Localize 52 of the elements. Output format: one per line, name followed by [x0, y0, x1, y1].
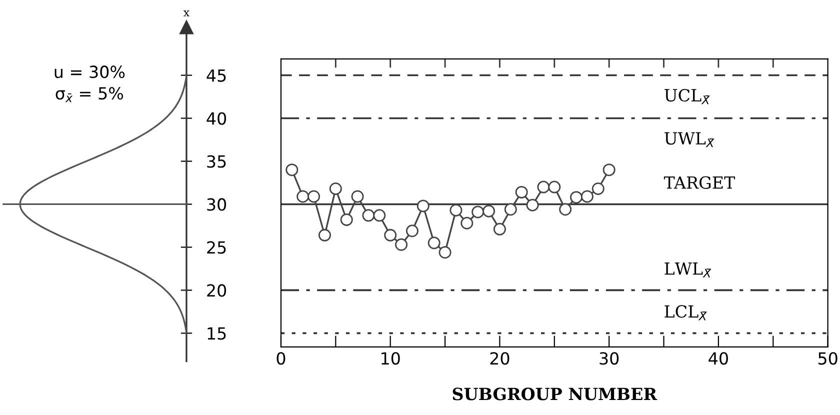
point [362, 209, 375, 222]
point [406, 224, 418, 238]
x-axis-title: SUBGROUP NUMBER [452, 388, 658, 400]
point [548, 180, 561, 194]
ref-line-label: LCL$_{X̄}$ [664, 305, 708, 320]
x-tick-label: 10 [382, 352, 400, 365]
point [515, 186, 528, 198]
point [580, 190, 594, 203]
text: σ$_{x̄}$ = 5% [56, 87, 124, 102]
point [559, 203, 572, 216]
x-tick-label: 30 [600, 352, 619, 365]
text: u = 30% [54, 66, 125, 78]
point [373, 209, 386, 222]
x-tick-label: 50 [818, 352, 838, 365]
x-tick-label: 0 [276, 352, 286, 365]
y-tick-label: 45 [206, 69, 226, 82]
point [340, 213, 353, 226]
point [537, 180, 550, 194]
point [416, 200, 430, 212]
ref-line-label: LWL$_{X̄}$ [664, 262, 712, 278]
point [384, 228, 397, 242]
point [351, 190, 364, 203]
point [460, 216, 474, 230]
point [482, 204, 496, 218]
y-tick-label: 35 [207, 155, 226, 168]
point [308, 190, 320, 203]
point [428, 236, 440, 250]
point [329, 182, 342, 195]
y-tick-label: 15 [208, 327, 226, 340]
point [493, 222, 506, 236]
y-tick-label: 40 [206, 112, 226, 125]
point [318, 228, 331, 242]
point [472, 206, 484, 218]
y-tick-label: 20 [207, 284, 226, 297]
point [450, 204, 462, 216]
ref-line-label: TARGET [664, 176, 735, 189]
point [296, 190, 310, 203]
ref-line-label: UCL$_{X̄}$ [664, 88, 710, 104]
point [570, 191, 583, 204]
point [504, 203, 517, 216]
point [602, 164, 616, 176]
x-tick-label: 40 [708, 352, 728, 365]
point [286, 164, 298, 176]
y-axis-title: x [183, 10, 190, 16]
point [395, 238, 408, 251]
y-tick-label: 25 [207, 241, 226, 254]
ref-line-label: UWL$_{X̄}$ [664, 132, 714, 148]
y-tick-label: 30 [207, 198, 226, 211]
point [526, 198, 539, 212]
point [592, 182, 604, 195]
x-tick-label: 20 [490, 352, 510, 365]
point [438, 246, 452, 259]
